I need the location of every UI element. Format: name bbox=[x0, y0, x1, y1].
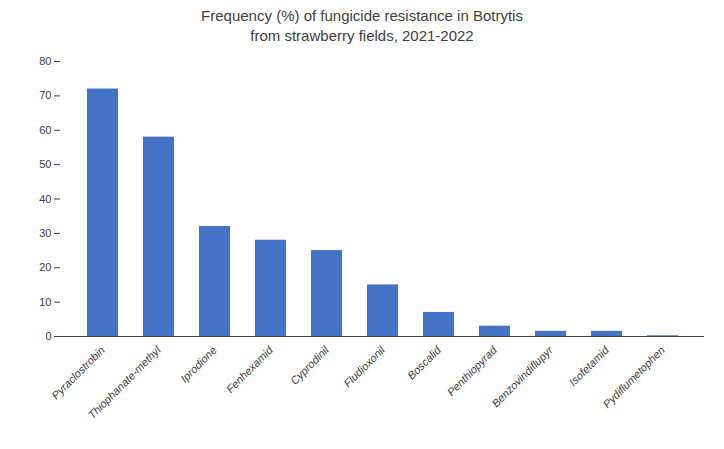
html-text:Frequency (%) of fungicide res: Frequency (%) of fungicide resistance in… bbox=[201, 7, 523, 44]
svg-text:20: 20 bbox=[39, 261, 51, 273]
svg-text:60: 60 bbox=[39, 124, 51, 136]
svg-text:Thiophanate-methyl: Thiophanate-methyl bbox=[86, 343, 164, 421]
svg-text:0: 0 bbox=[45, 330, 51, 342]
svg-text:Pydiflumetophen: Pydiflumetophen bbox=[600, 344, 666, 410]
svg-text:Fludioxonil: Fludioxonil bbox=[341, 343, 387, 389]
svg-text:10: 10 bbox=[39, 296, 51, 308]
svg-text:Boscalid: Boscalid bbox=[405, 343, 444, 382]
svg-text:70: 70 bbox=[39, 89, 51, 101]
svg-text:50: 50 bbox=[39, 158, 51, 170]
svg-text:Penthiopyrad: Penthiopyrad bbox=[445, 343, 500, 398]
svg-text:Isofetamid: Isofetamid bbox=[567, 343, 612, 388]
svg-text:Fenhexamid: Fenhexamid bbox=[224, 343, 276, 395]
svg-text:Benzovindiflupyr: Benzovindiflupyr bbox=[489, 343, 556, 410]
svg-text:Iprodione: Iprodione bbox=[178, 344, 219, 385]
svg-text:30: 30 bbox=[39, 227, 51, 239]
svg-text:Cyprodinil: Cyprodinil bbox=[288, 343, 331, 386]
svg-text:80: 80 bbox=[39, 55, 51, 67]
svg-text:40: 40 bbox=[39, 193, 51, 205]
svg-text:Pyraclostrobin: Pyraclostrobin bbox=[49, 344, 107, 402]
